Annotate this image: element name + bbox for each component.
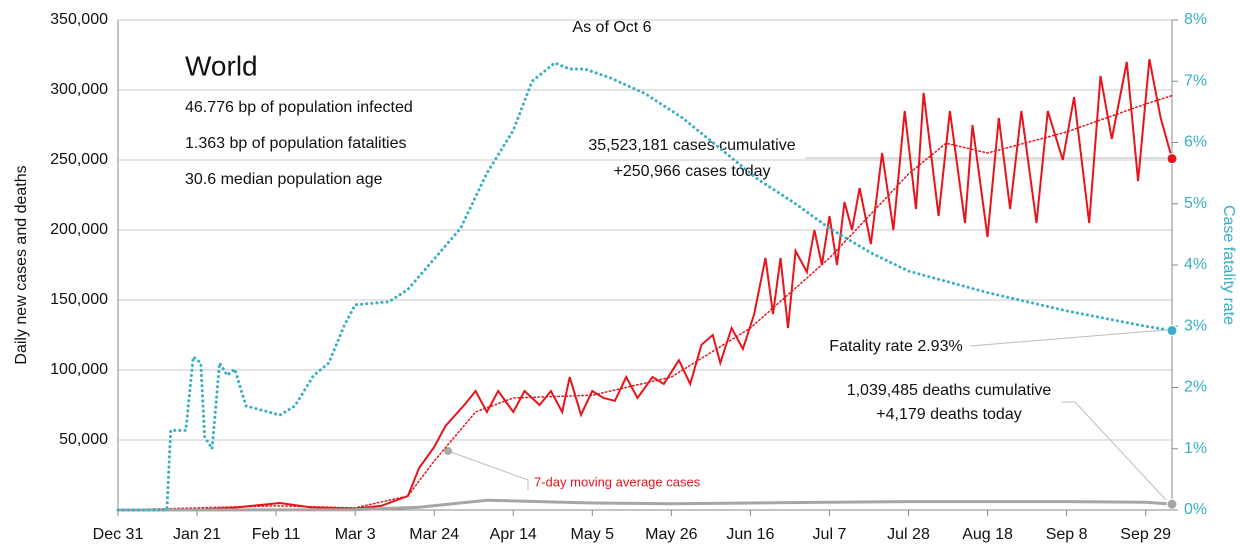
- annotation: 7-day moving average cases: [534, 474, 701, 489]
- series-line: [117, 498, 1173, 512]
- x-tick-label: Apr 14: [490, 526, 537, 543]
- x-tick-label: Jun 16: [726, 526, 774, 543]
- annotation: +250,966 cases today: [613, 163, 770, 180]
- info-line: 46.776 bp of population infected: [185, 99, 413, 116]
- info-line: 1.363 bp of population fatalities: [185, 135, 407, 152]
- endpoint-dot: [1166, 498, 1178, 510]
- x-tick-label: Mar 24: [409, 526, 459, 543]
- endpoint-dot: [1166, 153, 1178, 165]
- y2-axis-label: Case fatality rate: [1220, 205, 1237, 325]
- chart-title: World: [185, 50, 258, 81]
- x-tick-label: Jul 7: [813, 526, 847, 543]
- y-tick-label: 250,000: [50, 151, 108, 168]
- x-tick-label: Sep 8: [1046, 526, 1088, 543]
- y2-tick-label: 0%: [1184, 501, 1207, 518]
- x-tick-label: May 5: [571, 526, 615, 543]
- x-tick-label: Feb 11: [252, 526, 301, 543]
- x-tick-label: Dec 31: [93, 526, 144, 543]
- y-tick-label: 350,000: [50, 11, 108, 28]
- x-tick-label: Mar 3: [335, 526, 376, 543]
- series-line: [118, 59, 1173, 511]
- y2-tick-label: 6%: [1184, 134, 1207, 151]
- y-tick-label: 50,000: [59, 431, 108, 448]
- y2-tick-label: 7%: [1184, 72, 1207, 89]
- info-line: 30.6 median population age: [185, 171, 383, 188]
- y2-tick-label: 1%: [1184, 440, 1207, 457]
- y2-tick-label: 4%: [1184, 256, 1207, 273]
- series-line: [117, 94, 1173, 511]
- leader-line: [447, 450, 529, 490]
- x-tick-label: Sep 29: [1120, 526, 1171, 543]
- annotation: 1,039,485 deaths cumulative: [847, 382, 1052, 399]
- annotation: Fatality rate 2.93%: [829, 338, 962, 355]
- x-tick-label: Jan 21: [173, 526, 221, 543]
- y-tick-label: 100,000: [50, 361, 108, 378]
- subtitle: As of Oct 6: [572, 19, 651, 36]
- x-tick-label: Aug 18: [962, 526, 1013, 543]
- y2-tick-label: 8%: [1184, 11, 1207, 28]
- x-tick-label: May 26: [645, 526, 698, 543]
- y2-tick-label: 5%: [1184, 195, 1207, 212]
- leader-line: [1062, 401, 1167, 501]
- y-tick-label: 300,000: [50, 81, 108, 98]
- y-tick-label: 150,000: [50, 291, 108, 308]
- series-line: [116, 61, 1174, 512]
- annotation: +4,179 deaths today: [876, 406, 1021, 423]
- y2-tick-label: 3%: [1184, 317, 1207, 334]
- endpoint-dot: [1166, 325, 1178, 337]
- y-axis-label: Daily new cases and deaths: [13, 165, 30, 364]
- annotation: 35,523,181 cases cumulative: [588, 137, 795, 154]
- x-tick-label: Jul 28: [887, 526, 930, 543]
- leader-dot: [444, 447, 452, 455]
- leader-line: [969, 329, 1167, 347]
- y2-tick-label: 2%: [1184, 379, 1207, 396]
- y-tick-label: 200,000: [50, 221, 108, 238]
